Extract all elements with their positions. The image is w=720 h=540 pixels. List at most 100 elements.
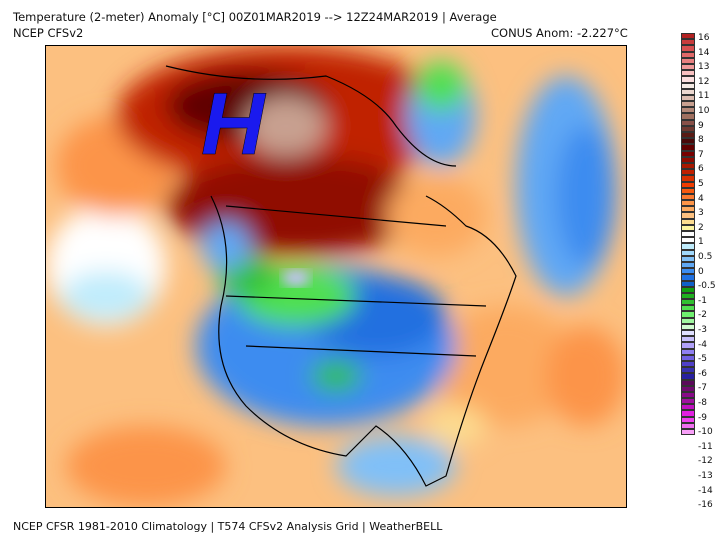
colorbar-swatch	[681, 156, 695, 163]
colorbar-label: -2	[698, 310, 707, 321]
colorbar-swatch	[681, 231, 695, 238]
colorbar-label: -7	[698, 383, 707, 394]
colorbar-swatch	[681, 354, 695, 361]
colorbar-swatch	[681, 373, 695, 380]
colorbar-swatch	[681, 416, 695, 423]
colorbar-label: 2	[698, 222, 704, 233]
colorbar-swatch	[681, 193, 695, 201]
colorbar-swatch	[681, 33, 695, 40]
map-title: Temperature (2-meter) Anomaly [°C] 00Z01…	[13, 10, 497, 24]
colorbar-label: 7	[698, 149, 704, 160]
colorbar-label: -5	[698, 354, 707, 365]
colorbar-swatch	[681, 70, 695, 77]
colorbar-label: 9	[698, 120, 704, 131]
colorbar-label: -4	[698, 339, 707, 350]
colorbar-swatch	[681, 311, 695, 318]
colorbar-swatch	[681, 138, 695, 145]
colorbar-label: 13	[698, 62, 710, 73]
colorbar-swatch	[681, 45, 695, 52]
colorbar-swatch	[681, 237, 695, 244]
colorbar-swatch	[681, 39, 695, 46]
colorbar-swatch	[681, 342, 695, 349]
colorbar-swatch	[681, 429, 695, 436]
colorbar-label: -3	[698, 325, 707, 335]
colorbar-swatch	[681, 268, 695, 275]
colorbar-label: -13	[698, 471, 713, 481]
colorbar-swatch	[681, 299, 695, 306]
colorbar-swatch	[681, 206, 695, 213]
colorbar-swatch	[681, 422, 695, 429]
colorbar-label: 6	[698, 164, 704, 175]
colorbar-swatch	[681, 82, 695, 89]
colorbar-label: -6	[698, 368, 707, 379]
colorbar-swatch	[681, 101, 695, 108]
colorbar-swatch	[681, 249, 695, 256]
colorbar-label: 4	[698, 193, 704, 204]
colorbar-label: 1	[698, 237, 704, 248]
temperature-anomaly-map: H	[45, 45, 627, 508]
colorbar-swatch	[681, 76, 695, 83]
colorbar-label: 14	[698, 47, 710, 58]
colorbar-swatch	[681, 367, 695, 374]
colorbar-swatch	[681, 286, 695, 293]
colorbar-swatch	[681, 305, 695, 312]
colorbar-swatch	[681, 113, 695, 120]
high-pressure-marker: H	[201, 74, 267, 173]
colorbar-label: 11	[698, 91, 710, 102]
colorbar-swatch	[681, 243, 695, 250]
colorbar-label: 5	[698, 179, 704, 189]
colorbar-label: 12	[698, 76, 710, 87]
colorbar-swatch	[681, 330, 695, 337]
colorbar-label: 0.5	[698, 252, 713, 262]
colorbar-label: -0.5	[698, 281, 716, 292]
colorbar-swatch	[681, 292, 695, 300]
colorbar-swatch	[681, 274, 695, 281]
colorbar-label: -8	[698, 398, 707, 408]
colorbar-swatch	[681, 162, 695, 170]
colorbar	[681, 33, 695, 436]
colorbar-swatch	[681, 212, 695, 219]
colorbar-label: -1	[698, 295, 707, 306]
colorbar-swatch	[681, 175, 695, 182]
colorbar-label: 16	[698, 33, 710, 43]
colorbar-label: -12	[698, 456, 713, 467]
colorbar-label: 3	[698, 208, 704, 219]
colorbar-swatch	[681, 218, 695, 225]
colorbar-swatch	[681, 57, 695, 64]
colorbar-swatch	[681, 280, 695, 287]
colorbar-swatch	[681, 261, 695, 269]
colorbar-swatch	[681, 255, 695, 262]
colorbar-swatch	[681, 385, 695, 392]
colorbar-swatch	[681, 224, 695, 231]
colorbar-swatch	[681, 200, 695, 207]
colorbar-swatch	[681, 379, 695, 386]
colorbar-swatch	[681, 144, 695, 151]
conus-anomaly: CONUS Anom: -2.227°C	[491, 26, 628, 40]
colorbar-swatch	[681, 181, 695, 188]
colorbar-swatch	[681, 410, 695, 417]
colorbar-swatch	[681, 404, 695, 411]
footer-credit: NCEP CFSR 1981-2010 Climatology | T574 C…	[13, 520, 443, 533]
colorbar-swatch	[681, 360, 695, 368]
colorbar-label: 10	[698, 106, 710, 116]
colorbar-label: -14	[698, 485, 713, 496]
colorbar-swatch	[681, 51, 695, 58]
colorbar-swatch	[681, 88, 695, 95]
colorbar-swatch	[681, 187, 695, 194]
colorbar-swatch	[681, 317, 695, 324]
colorbar-swatch	[681, 323, 695, 330]
colorbar-swatch	[681, 391, 695, 399]
colorbar-label: -10	[698, 427, 713, 438]
colorbar-swatch	[681, 132, 695, 139]
colorbar-label: 8	[698, 135, 704, 146]
colorbar-label: -16	[698, 500, 713, 511]
colorbar-swatch	[681, 169, 695, 176]
colorbar-swatch	[681, 107, 695, 114]
colorbar-swatch	[681, 63, 695, 71]
colorbar-swatch	[681, 348, 695, 355]
colorbar-swatch	[681, 336, 695, 343]
colorbar-swatch	[681, 125, 695, 132]
colorbar-swatch	[681, 150, 695, 157]
colorbar-swatch	[681, 398, 695, 405]
colorbar-label: -9	[698, 412, 707, 423]
